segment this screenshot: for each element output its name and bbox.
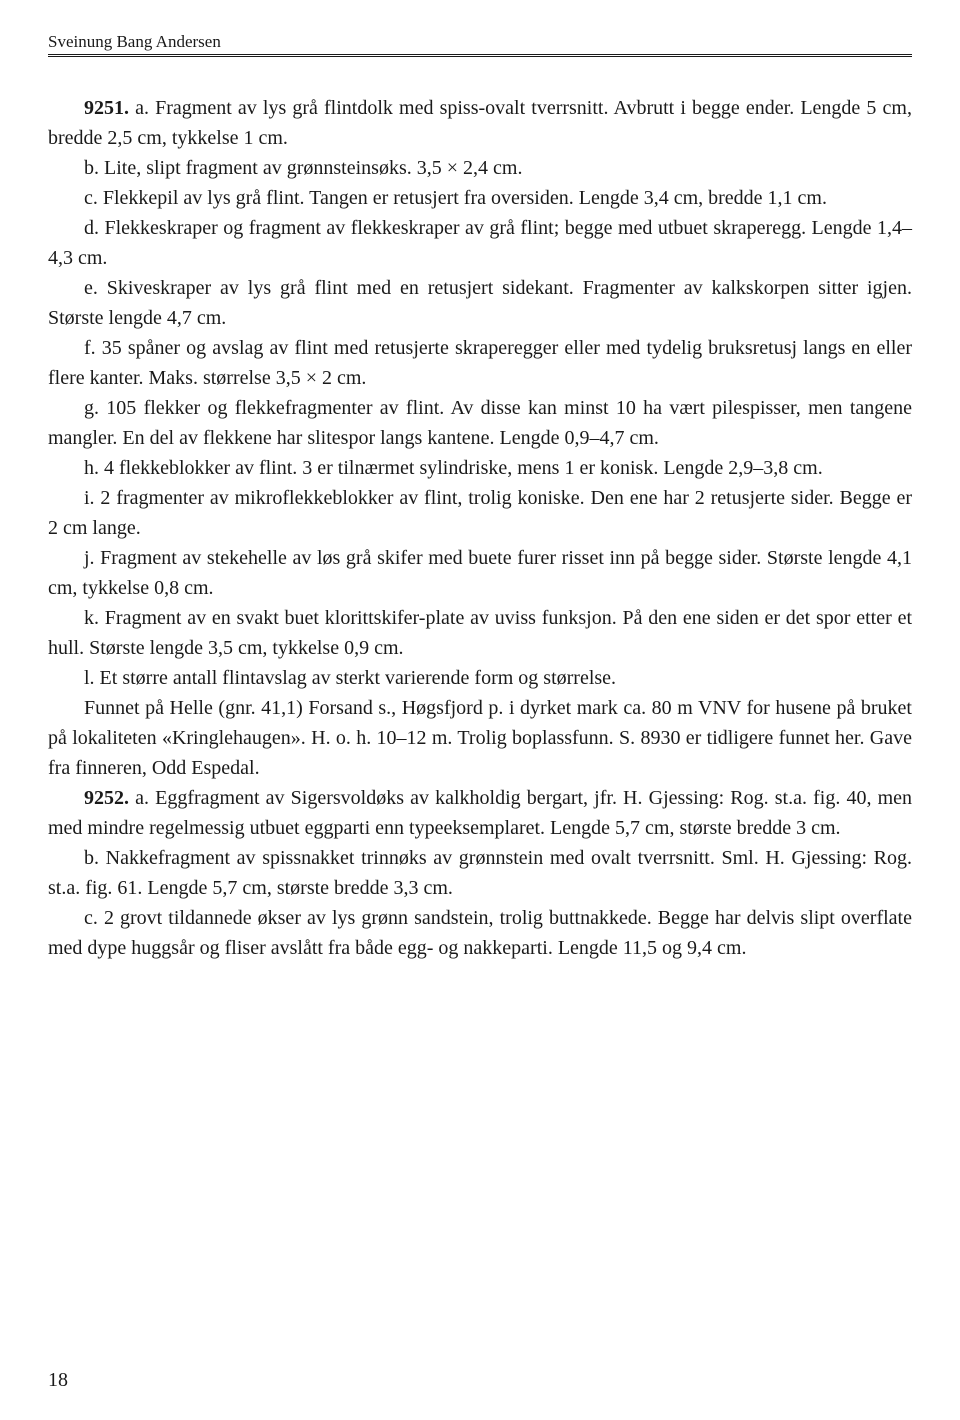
paragraph-text: h. 4 flekkeblokker av flint. 3 er tilnær…	[84, 457, 823, 479]
document-body: 9251. a. Fragment av lys grå flintdolk m…	[48, 93, 912, 963]
paragraph: l. Et større antall flintavslag av sterk…	[48, 663, 912, 693]
entry-number: 9252.	[84, 787, 129, 809]
paragraph: Funnet på Helle (gnr. 41,1) Forsand s., …	[48, 693, 912, 783]
paragraph: g. 105 flekker og flekkefragmenter av fl…	[48, 393, 912, 453]
paragraph: j. Fragment av stekehelle av løs grå ski…	[48, 543, 912, 603]
paragraph-text: d. Flekkeskraper og fragment av flekkesk…	[48, 217, 912, 269]
paragraph-text: b. Lite, slipt fragment av grønnsteinsøk…	[84, 157, 522, 179]
paragraph-text: l. Et større antall flintavslag av sterk…	[84, 667, 616, 689]
paragraph: d. Flekkeskraper og fragment av flekkesk…	[48, 213, 912, 273]
paragraph-text: k. Fragment av en svakt buet klorittskif…	[48, 607, 912, 659]
paragraph: 9252. a. Eggfragment av Sigersvoldøks av…	[48, 783, 912, 843]
page-number: 18	[48, 1369, 68, 1392]
paragraph: c. Flekkepil av lys grå flint. Tangen er…	[48, 183, 912, 213]
author-name: Sveinung Bang Andersen	[48, 32, 912, 52]
paragraph-text: j. Fragment av stekehelle av løs grå ski…	[48, 547, 912, 599]
paragraph: h. 4 flekkeblokker av flint. 3 er tilnær…	[48, 453, 912, 483]
entry-number: 9251.	[84, 97, 129, 119]
paragraph-text: g. 105 flekker og flekkefragmenter av fl…	[48, 397, 912, 449]
paragraph-text: c. 2 grovt tildannede økser av lys grønn…	[48, 907, 912, 959]
paragraph: c. 2 grovt tildannede økser av lys grønn…	[48, 903, 912, 963]
paragraph: f. 35 spåner og avslag av flint med retu…	[48, 333, 912, 393]
paragraph-text: b. Nakkefragment av spissnakket trinnøks…	[48, 847, 912, 899]
paragraph-text: Funnet på Helle (gnr. 41,1) Forsand s., …	[48, 697, 912, 779]
paragraph-text: f. 35 spåner og avslag av flint med retu…	[48, 337, 912, 389]
paragraph: b. Nakkefragment av spissnakket trinnøks…	[48, 843, 912, 903]
paragraph: i. 2 fragmenter av mikroflekkeblokker av…	[48, 483, 912, 543]
paragraph: e. Skiveskraper av lys grå flint med en …	[48, 273, 912, 333]
paragraph-text: i. 2 fragmenter av mikroflekkeblokker av…	[48, 487, 912, 539]
paragraph-text: c. Flekkepil av lys grå flint. Tangen er…	[84, 187, 827, 209]
paragraph: 9251. a. Fragment av lys grå flintdolk m…	[48, 93, 912, 153]
header-divider	[48, 54, 912, 57]
paragraph-text: a. Fragment av lys grå flintdolk med spi…	[48, 97, 912, 149]
paragraph-text: e. Skiveskraper av lys grå flint med en …	[48, 277, 912, 329]
paragraph-text: a. Eggfragment av Sigersvoldøks av kalkh…	[48, 787, 912, 839]
paragraph: b. Lite, slipt fragment av grønnsteinsøk…	[48, 153, 912, 183]
paragraph: k. Fragment av en svakt buet klorittskif…	[48, 603, 912, 663]
